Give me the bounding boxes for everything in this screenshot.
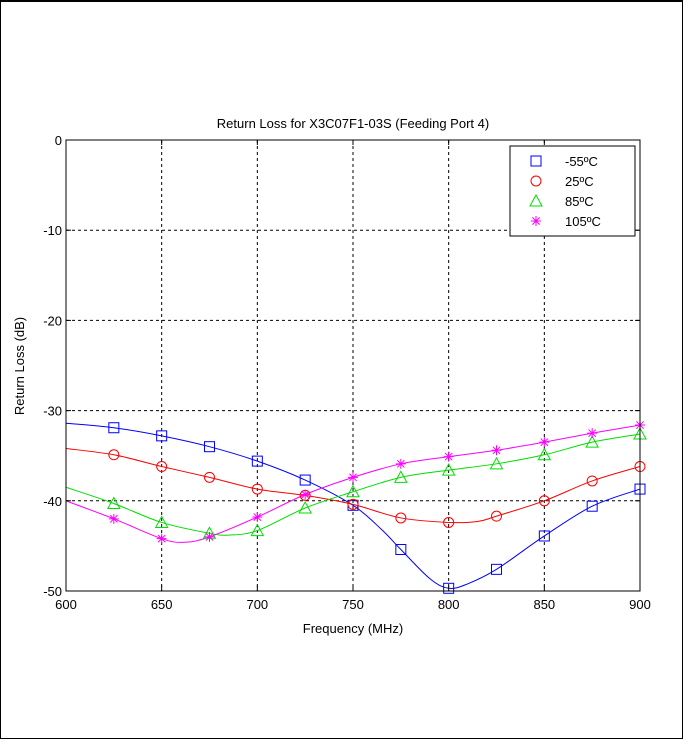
- data-point-marker: [587, 428, 598, 439]
- data-point-marker: [348, 472, 358, 483]
- data-point-marker: [443, 451, 454, 462]
- data-point-marker: [251, 455, 263, 467]
- x-tick-label: 900: [629, 597, 651, 612]
- axis-ticks: 600 650 700 750 800 850 900 0 -10 -20 -30 -40 -50: [43, 133, 651, 612]
- data-point-marker: [156, 461, 168, 473]
- data-point-marker: [204, 531, 215, 542]
- x-axis-label: Frequency (MHz): [303, 621, 403, 636]
- chart-title: Return Loss for X3C07F1-03S (Feeding Por…: [217, 116, 489, 131]
- data-point-marker: [538, 530, 550, 542]
- x-tick-label: 750: [342, 597, 364, 612]
- data-point-marker: [538, 495, 550, 507]
- y-tick-label: -50: [43, 584, 62, 599]
- data-point-marker: [204, 471, 215, 483]
- legend-label: 85ºC: [565, 194, 594, 209]
- legend-marker: [530, 175, 542, 187]
- series-line-1: [66, 447, 640, 524]
- data-point-marker: [108, 513, 119, 524]
- data-point-marker: [156, 430, 168, 442]
- data-point-marker: [489, 456, 504, 470]
- data-point-marker: [154, 515, 169, 528]
- data-point-marker: [300, 489, 311, 500]
- x-tick-label: 850: [533, 597, 555, 612]
- data-point-marker: [443, 516, 455, 528]
- legend-marker: [529, 193, 543, 207]
- data-point-marker: [106, 496, 121, 510]
- y-axis-label: Return Loss (dB): [12, 317, 27, 415]
- data-point-marker: [204, 441, 215, 453]
- data-point-marker: [539, 437, 550, 448]
- x-tick-label: 800: [438, 597, 460, 612]
- data-point-marker: [537, 447, 552, 461]
- legend-label: 105ºC: [565, 214, 601, 229]
- y-tick-label: 0: [55, 133, 62, 148]
- data-point-marker: [586, 475, 598, 487]
- x-tick-label: 650: [151, 597, 173, 612]
- legend: -55ºC 25ºC 85ºC 105ºC: [509, 145, 636, 237]
- data-point-marker: [108, 422, 120, 434]
- data-point-marker: [108, 449, 120, 461]
- legend-label: -55ºC: [565, 154, 598, 169]
- data-point-marker: [443, 582, 455, 594]
- data-point-marker: [299, 474, 311, 486]
- y-tick-label: -40: [43, 494, 62, 509]
- data-point-marker: [251, 483, 263, 495]
- series-line-0: [66, 422, 640, 589]
- legend-label: 25ºC: [565, 174, 594, 189]
- data-point-marker: [298, 500, 313, 514]
- y-tick-label: -20: [43, 313, 62, 328]
- marker-layer: [106, 420, 647, 594]
- data-point-marker: [491, 510, 502, 522]
- data-point-marker: [156, 533, 167, 544]
- data-point-marker: [441, 463, 456, 476]
- data-point-marker: [346, 484, 360, 498]
- legend-marker: [530, 155, 542, 167]
- data-point-marker: [395, 512, 407, 524]
- data-point-marker: [586, 500, 598, 512]
- data-point-marker: [585, 435, 600, 448]
- x-tick-label: 700: [246, 597, 268, 612]
- series-line-3: [66, 424, 640, 543]
- data-point-marker: [395, 544, 407, 556]
- data-point-marker: [347, 498, 359, 510]
- x-tick-label: 600: [55, 597, 77, 612]
- data-point-marker: [395, 458, 406, 469]
- legend-marker: [531, 216, 541, 226]
- y-tick-label: -10: [43, 223, 62, 238]
- data-point-marker: [491, 445, 502, 456]
- y-tick-label: -30: [43, 404, 62, 419]
- data-point-marker: [491, 563, 502, 575]
- data-point-marker: [250, 523, 265, 537]
- data-point-marker: [252, 512, 263, 523]
- data-point-marker: [393, 470, 408, 483]
